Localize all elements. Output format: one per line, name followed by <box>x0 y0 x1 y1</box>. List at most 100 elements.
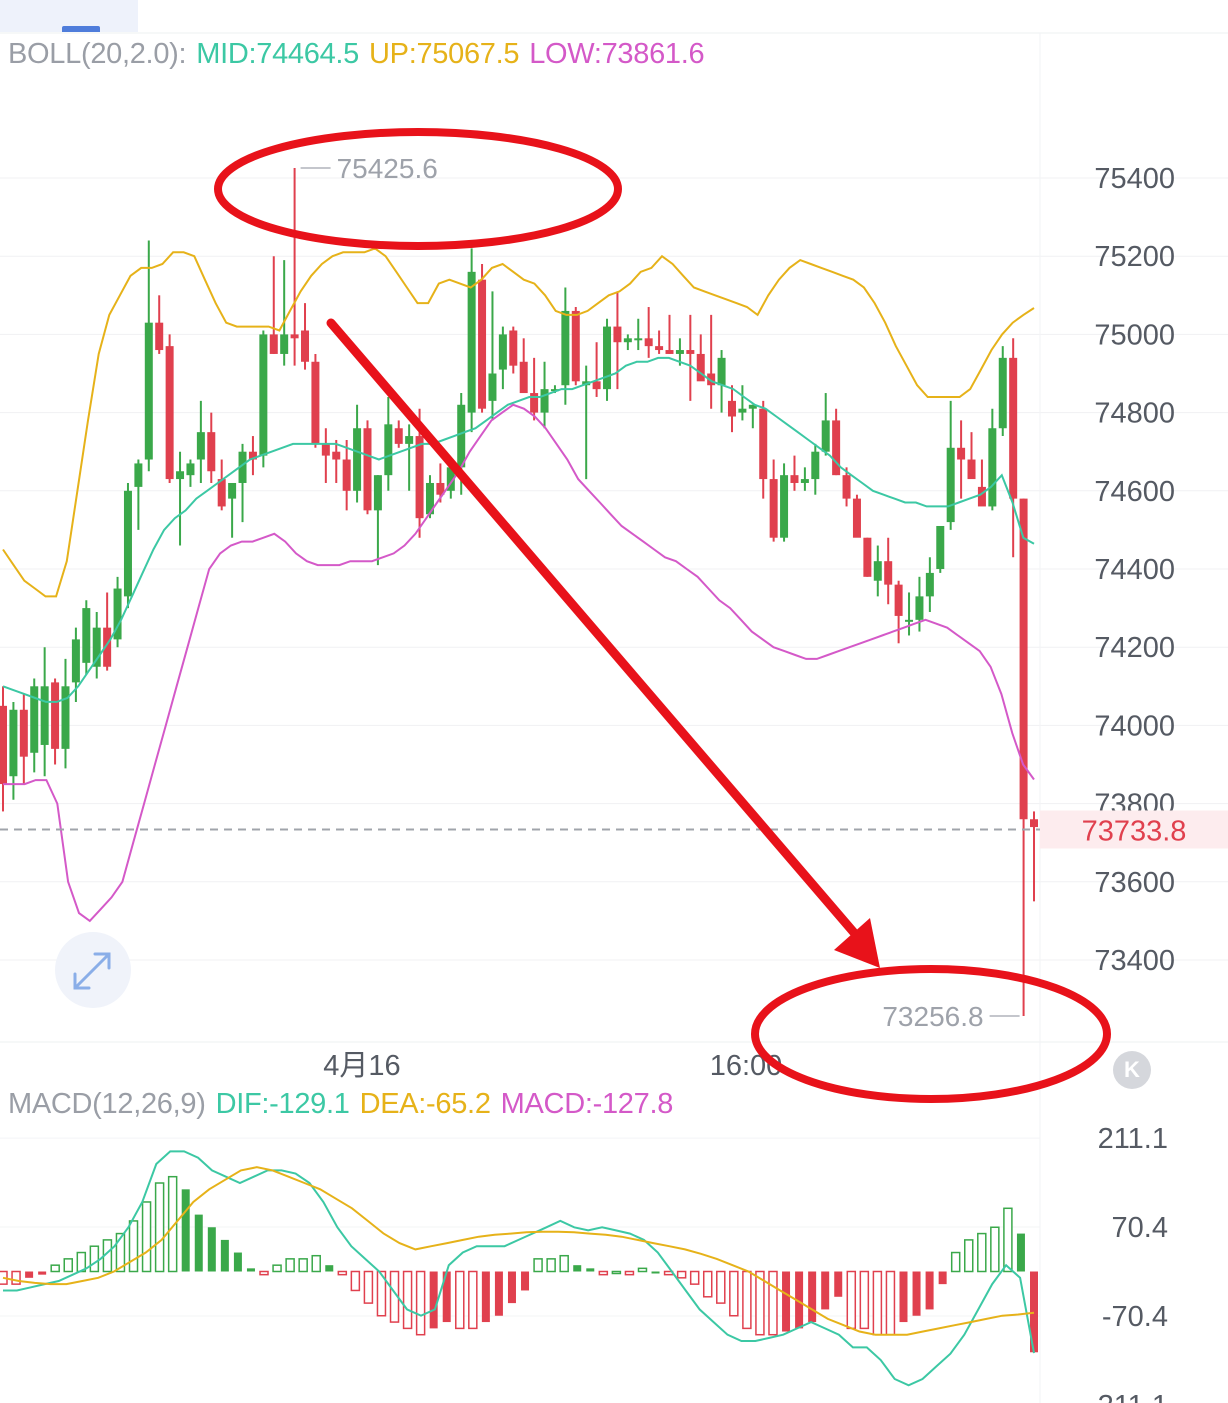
top-tab[interactable] <box>0 0 138 32</box>
candle-body <box>967 459 976 480</box>
candle-body <box>363 428 372 511</box>
macd-bar <box>938 1271 947 1285</box>
last-price-box <box>1040 810 1228 849</box>
macd-bar <box>782 1271 791 1332</box>
macd-bar <box>1030 1271 1038 1353</box>
annotation-high-circle <box>214 128 622 250</box>
candle-body <box>665 350 674 354</box>
macd-bar <box>325 1265 334 1272</box>
candle-body <box>957 447 966 460</box>
macd-bar <box>429 1271 438 1329</box>
macd-bar <box>1016 1233 1025 1272</box>
macd-bar <box>808 1271 817 1323</box>
candle-body <box>301 330 310 362</box>
candle-body <box>727 400 736 417</box>
macd-bar <box>481 1271 490 1323</box>
macd-bar <box>533 1258 543 1273</box>
macd-bar <box>689 1270 700 1285</box>
annotation-arrow-head <box>834 918 880 968</box>
candle-body <box>478 279 487 409</box>
dif-line <box>3 1150 1035 1387</box>
candle-body <box>0 705 7 785</box>
candle-body <box>353 428 362 491</box>
macd-bar <box>742 1270 752 1330</box>
candle-body <box>488 373 497 401</box>
macd-bar <box>899 1271 908 1323</box>
macd-bar <box>233 1252 242 1272</box>
candle-body <box>717 357 726 386</box>
macd-bar <box>559 1254 569 1273</box>
candle-body <box>176 471 185 480</box>
candle-body <box>165 346 174 480</box>
boll-up-line <box>2 247 1035 598</box>
candle-body <box>821 420 830 452</box>
macd-bar <box>950 1251 961 1273</box>
macd-bar <box>768 1270 778 1336</box>
candle-body <box>467 271 476 413</box>
price-tick-label: 74800 <box>1094 398 1175 430</box>
candle-body <box>248 451 257 460</box>
candle-body <box>92 627 101 667</box>
candle-body <box>769 479 778 538</box>
macd-bar <box>795 1271 804 1329</box>
candle-body <box>186 463 195 476</box>
candle-body <box>217 479 226 507</box>
macd-bar <box>207 1227 216 1272</box>
macd-tick-label: 70.4 <box>1112 1212 1168 1244</box>
candle-body <box>634 338 643 341</box>
macd-bar <box>925 1271 934 1310</box>
price-tick-label: 74200 <box>1094 632 1175 664</box>
price-tick-label: 74600 <box>1094 476 1175 508</box>
boll-low-value: LOW:73861.6 <box>529 38 705 70</box>
candle-body <box>384 424 393 476</box>
macd-tick-label: -211.1 <box>1088 1390 1168 1403</box>
candle-body <box>61 686 70 749</box>
macd-bar <box>402 1270 413 1330</box>
macd-bar <box>963 1239 974 1273</box>
candle-body <box>259 334 268 456</box>
macd-bar <box>455 1270 465 1330</box>
candle-body <box>457 404 466 468</box>
macd-bar <box>521 1271 530 1291</box>
macd-bar <box>598 1270 609 1276</box>
macd-bar <box>729 1270 739 1317</box>
candle-body <box>290 334 299 339</box>
candle-body <box>655 346 664 351</box>
macd-bar <box>11 1270 21 1285</box>
candle-body <box>342 459 351 491</box>
candle-body <box>707 373 716 386</box>
candle-body <box>311 361 320 444</box>
macd-bar <box>115 1232 126 1273</box>
candle-body <box>71 639 80 683</box>
candle-body <box>1030 819 1038 828</box>
macd-bar <box>415 1270 426 1336</box>
last-price-label: 73733.8 <box>1082 815 1187 847</box>
candle-body <box>884 561 893 585</box>
candle-body <box>123 490 132 597</box>
candle-body <box>998 357 1007 429</box>
boll-mid-value: MID:74464.5 <box>196 38 360 70</box>
candle-body <box>852 498 861 538</box>
macd-bar <box>38 1271 47 1275</box>
macd-bar <box>298 1258 308 1273</box>
expand-button[interactable] <box>55 932 131 1008</box>
candle-body <box>915 596 924 620</box>
macd-bar <box>624 1270 635 1276</box>
macd-bar <box>337 1270 348 1276</box>
candle-body <box>759 408 768 480</box>
macd-bar <box>977 1232 987 1273</box>
candle-body <box>280 334 289 354</box>
candle-body <box>696 353 705 382</box>
price-tick-label: 75200 <box>1094 241 1175 273</box>
macd-bar <box>846 1270 857 1330</box>
candle-body <box>905 619 914 622</box>
candle-body <box>561 310 570 386</box>
high-price-label: 75425.6 <box>337 153 438 184</box>
macd-dea-value: DEA:-65.2 <box>359 1088 491 1120</box>
collapse-button[interactable]: K <box>1113 1051 1151 1089</box>
candle-body <box>498 334 507 370</box>
candle-body <box>155 322 164 351</box>
macd-bar <box>376 1270 387 1317</box>
macd-bar <box>50 1264 60 1273</box>
